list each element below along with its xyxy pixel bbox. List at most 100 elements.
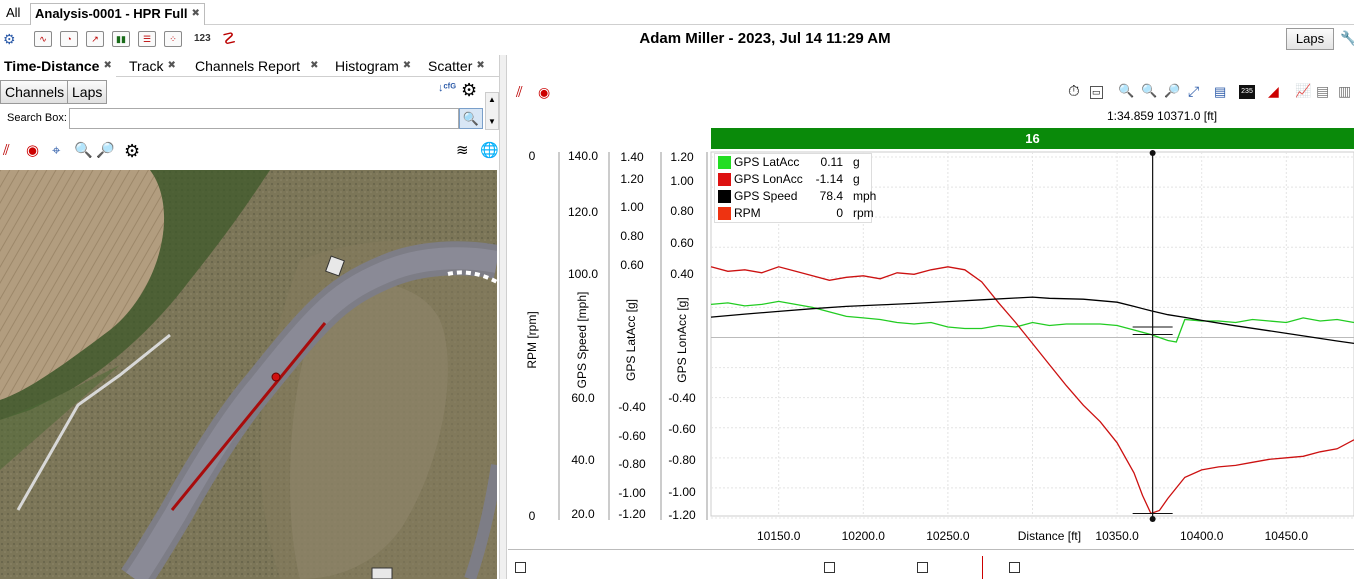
y-tick-label: 0.40 — [670, 267, 694, 281]
tab-all[interactable]: All — [2, 3, 24, 25]
layers-icon[interactable]: ≋ — [456, 142, 469, 159]
close-icon[interactable]: ✖ — [167, 60, 176, 71]
config-icon[interactable]: ↓ᶜᶠᴳ — [438, 82, 456, 94]
record-icon[interactable]: ◉ — [538, 84, 551, 100]
y-tick-label: -0.60 — [668, 422, 696, 436]
y-tick-label: -1.00 — [668, 485, 696, 499]
zoom-in-icon[interactable]: 🔍 — [1141, 83, 1158, 98]
stopwatch-icon[interactable]: ⏱ — [1068, 83, 1080, 100]
track-map-icon[interactable]: ◔ — [60, 31, 78, 47]
zoom-out-icon[interactable]: 🔎 — [96, 142, 115, 159]
y-tick-label: 1.00 — [670, 174, 694, 188]
tab-histogram[interactable]: Histogram ✖ — [331, 55, 415, 77]
close-icon[interactable]: ✖ — [191, 8, 200, 19]
x-axis-label: Distance [ft] — [1018, 529, 1081, 543]
cursor-top-marker — [1149, 150, 1156, 156]
legend-channel-name: GPS LonAcc — [734, 172, 803, 186]
search-input[interactable] — [69, 108, 459, 129]
left-pane-buttons: Channels Laps ↓ᶜᶠᴳ ⚙ — [0, 78, 500, 106]
graph-checkbox[interactable] — [824, 562, 835, 573]
channels-report-icon[interactable]: ☰ — [138, 31, 156, 47]
search-row: Search Box: 🔍 — [0, 108, 500, 130]
y-tick-label: -0.40 — [618, 400, 646, 414]
graph-checkbox[interactable] — [917, 562, 928, 573]
fit-icon[interactable]: ⤢ — [1188, 83, 1200, 99]
left-pane-tabs: Time-Distance ✖ Track ✖ Channels Report ✖ H… — [0, 55, 500, 77]
report-chart-icon[interactable]: ↗ — [86, 31, 104, 47]
y-axis-label: GPS LatAcc [g] — [624, 299, 638, 381]
bottom-cursor-line — [982, 556, 983, 579]
channels-button[interactable]: Channels — [0, 80, 70, 104]
scroll-down-icon[interactable]: ▼ — [488, 117, 496, 126]
tab-scatter-label: Scatter — [428, 58, 473, 74]
scroll-up-icon[interactable]: ▲ — [488, 95, 496, 104]
pane-splitter[interactable] — [499, 55, 507, 579]
graph-checkbox[interactable] — [1009, 562, 1020, 573]
legend-channel-value: 0 — [836, 206, 843, 220]
tab-channels-report[interactable]: Channels Report ✖ — [191, 55, 322, 77]
legend-channel-unit: g — [853, 172, 860, 186]
y-axis-label: RPM [rpm] — [525, 311, 539, 368]
y-tick-label: -0.80 — [618, 457, 646, 471]
gear-icon[interactable]: ⚙ — [461, 80, 478, 100]
globe-icon[interactable]: 🌐 — [480, 142, 499, 159]
settings-gear-icon[interactable]: ⚙ — [3, 31, 16, 47]
y-tick-label: -0.60 — [618, 429, 646, 443]
y-tick-label: 0.80 — [620, 229, 644, 243]
track-map[interactable] — [0, 170, 497, 579]
close-icon[interactable]: ✖ — [310, 60, 319, 71]
triangle-icon[interactable]: ◢ — [1268, 83, 1279, 99]
graph-type-icon[interactable]: 📈 — [1295, 83, 1312, 98]
y-axis-label: GPS Speed [mph] — [575, 292, 589, 389]
stack-icon[interactable]: ▤ — [1316, 83, 1330, 99]
ruler-icon[interactable]: ▭ — [1090, 86, 1103, 99]
legend-swatch — [718, 173, 731, 186]
overlay-lines-icon[interactable]: ⫽ — [3, 142, 10, 159]
close-icon[interactable]: ✖ — [103, 60, 112, 71]
split-view-icon[interactable]: ▤ — [1214, 84, 1227, 99]
time-distance-icon[interactable]: ∿ — [34, 31, 52, 47]
wrench-icon[interactable]: 🔧 — [1340, 30, 1354, 46]
tab-analysis[interactable]: Analysis-0001 - HPR Full ✖ — [30, 3, 205, 25]
search-icon[interactable]: 🔍 — [459, 108, 483, 129]
badge-icon[interactable]: 235 — [1239, 85, 1255, 99]
y-tick-label: 40.0 — [571, 453, 595, 467]
search-label: Search Box: — [7, 112, 67, 124]
y-tick-label: 0.60 — [620, 258, 644, 272]
y-tick-label: 20.0 — [571, 507, 595, 521]
legend-channel-unit: rpm — [853, 206, 874, 220]
zoom-out-icon[interactable]: 🔎 — [1164, 83, 1181, 98]
center-target-icon[interactable]: ⌖ — [52, 142, 61, 159]
channel-list-scrollbar[interactable]: ▲ ▼ — [485, 92, 499, 130]
overlay-lines-icon[interactable]: ⫽ — [516, 84, 523, 101]
cursor-bottom-marker — [1149, 516, 1156, 522]
tab-time-distance[interactable]: Time-Distance ✖ — [0, 55, 116, 77]
y-tick-label: 60.0 — [571, 391, 595, 405]
laps-panel-button[interactable]: Laps — [67, 80, 108, 104]
map-toolbar: ⫽ ◉ ⌖ 🔍 🔎 ⚙ ≋ 🌐 — [0, 140, 500, 164]
tab-track-label: Track — [129, 58, 164, 74]
scatter-icon[interactable]: ⁘ — [164, 31, 182, 47]
track-outline-icon[interactable]: ☡ — [222, 31, 237, 48]
y-tick-label: 1.20 — [670, 150, 694, 164]
legend-swatch — [718, 207, 731, 220]
tab-track[interactable]: Track ✖ — [125, 55, 180, 77]
zoom-in-icon[interactable]: 🔍 — [74, 142, 93, 159]
close-icon[interactable]: ✖ — [402, 60, 412, 71]
numeric-display-icon[interactable]: 123 — [194, 33, 211, 44]
time-distance-chart[interactable]: 0 0 RPM [rpm] 140.0 120.0 100.0 60.0 40.0 20.0 GP… — [508, 148, 1354, 548]
graph-checkbox[interactable] — [515, 562, 526, 573]
lap-indicator-bar[interactable]: 16 — [711, 128, 1354, 149]
zoom-box-icon[interactable]: 🔍 — [1118, 83, 1135, 98]
map-settings-icon[interactable]: ⚙ — [124, 141, 141, 161]
histogram-icon[interactable]: ▮▮ — [112, 31, 130, 47]
layout-icon[interactable]: ▥ — [1338, 83, 1352, 99]
series-gps-latacc — [710, 300, 1354, 343]
tab-analysis-label: Analysis-0001 - HPR Full — [35, 6, 188, 21]
tab-scatter[interactable]: Scatter ✖ — [424, 55, 489, 77]
main-toolbar: ⚙ ∿ ◔ ↗ ▮▮ ☰ ⁘ 123 ☡ Adam Miller - 2023,… — [0, 26, 1354, 54]
record-icon[interactable]: ◉ — [26, 142, 40, 159]
laps-button[interactable]: Laps — [1286, 28, 1334, 50]
close-icon[interactable]: ✖ — [476, 60, 485, 71]
